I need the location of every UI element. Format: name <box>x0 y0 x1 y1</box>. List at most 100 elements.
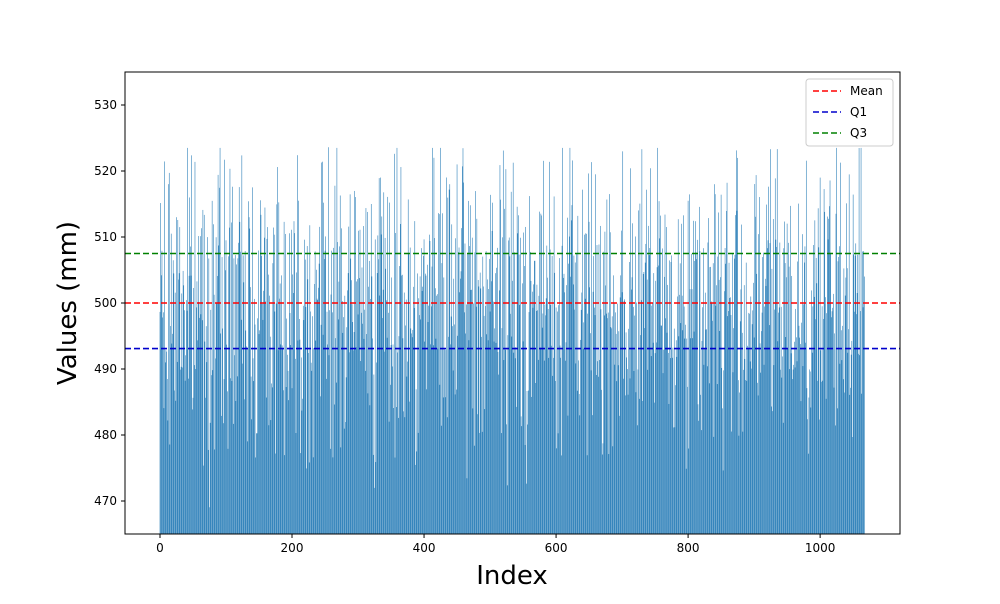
bar <box>552 375 554 534</box>
bar <box>201 228 202 534</box>
bar <box>625 395 626 534</box>
bar <box>198 302 200 534</box>
bar <box>180 369 181 534</box>
bar <box>312 457 314 534</box>
bar <box>623 378 624 534</box>
bar <box>374 487 375 534</box>
bar <box>388 312 389 534</box>
bar <box>380 234 382 534</box>
bar <box>374 239 376 534</box>
bar <box>166 379 168 534</box>
bar <box>496 267 497 534</box>
bar <box>250 376 252 534</box>
bar <box>551 345 552 534</box>
legend-box <box>805 78 894 147</box>
bar <box>541 327 543 534</box>
bar <box>338 281 340 534</box>
bar <box>321 162 322 534</box>
bar <box>596 375 597 534</box>
bar <box>712 320 713 534</box>
bar <box>730 315 732 534</box>
bar <box>754 184 756 535</box>
bar <box>394 153 395 534</box>
bar <box>772 219 774 535</box>
bar <box>445 350 447 534</box>
bar <box>211 200 213 534</box>
bar <box>843 268 845 534</box>
bar <box>383 192 385 534</box>
bar <box>476 218 478 534</box>
bar <box>635 236 636 535</box>
bar <box>498 374 499 534</box>
bar <box>689 289 691 534</box>
bar <box>600 225 601 534</box>
bar <box>285 387 287 534</box>
bar <box>173 273 175 534</box>
bar <box>412 329 414 534</box>
bar <box>350 258 352 534</box>
bar <box>694 260 695 534</box>
bar <box>679 263 681 534</box>
bar <box>308 462 310 534</box>
bar <box>692 338 693 534</box>
bar <box>404 417 406 534</box>
x-tick-label: 0 <box>156 541 164 555</box>
bar <box>784 263 786 534</box>
bar <box>233 258 235 534</box>
bar <box>219 147 221 534</box>
bar <box>607 312 609 534</box>
bar <box>590 333 591 534</box>
bar <box>780 369 781 534</box>
bar <box>488 289 490 534</box>
bar <box>221 415 222 534</box>
bar <box>192 397 194 534</box>
bar <box>353 332 355 534</box>
bar <box>817 208 819 534</box>
bar <box>701 340 703 534</box>
bar <box>507 335 509 534</box>
bar <box>520 416 522 534</box>
bar <box>594 315 596 534</box>
bar <box>377 235 379 534</box>
bar <box>841 360 843 534</box>
bar <box>736 210 738 534</box>
bar <box>234 355 235 534</box>
bar <box>747 347 749 534</box>
bar <box>675 340 677 534</box>
bar <box>581 292 583 534</box>
bar <box>429 234 430 534</box>
bar <box>231 222 232 534</box>
bar <box>713 436 715 534</box>
bar <box>390 384 391 534</box>
bar <box>817 380 818 534</box>
bar <box>588 173 589 534</box>
bar <box>268 425 270 534</box>
bar <box>553 196 555 534</box>
bar <box>614 364 616 534</box>
bar <box>193 287 194 534</box>
bar <box>801 322 802 534</box>
bar <box>316 269 317 534</box>
bar <box>765 285 767 534</box>
bar <box>337 319 339 534</box>
bar <box>281 345 283 534</box>
legend-label-q3: Q3 <box>850 126 867 140</box>
bar <box>524 444 526 534</box>
bar <box>532 307 534 534</box>
legend-label-mean: Mean <box>850 84 883 98</box>
bar <box>399 266 400 534</box>
bar <box>774 309 775 534</box>
bar <box>632 223 633 534</box>
bar <box>344 295 346 534</box>
bar <box>474 252 476 534</box>
bar <box>320 324 322 534</box>
bar <box>398 417 399 534</box>
bar <box>464 312 465 534</box>
bar <box>364 309 365 534</box>
bar <box>493 341 495 534</box>
bar <box>672 347 674 534</box>
bar <box>560 357 561 534</box>
bar <box>749 361 751 534</box>
bar <box>727 316 728 534</box>
bar <box>657 147 658 534</box>
